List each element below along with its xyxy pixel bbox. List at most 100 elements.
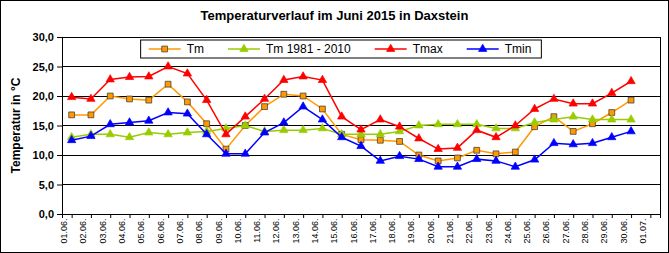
x-tick-label: 02.06. <box>78 219 88 244</box>
series-marker <box>415 154 423 161</box>
series-marker <box>397 139 403 145</box>
y-tick <box>57 155 62 156</box>
series-marker <box>492 132 500 139</box>
series-marker <box>69 112 75 118</box>
x-tick-group: 12.06. <box>271 214 284 244</box>
y-tick-label: 0,0 <box>39 208 54 220</box>
series-marker <box>280 118 288 125</box>
y-tick-group: 10,0 <box>33 149 62 161</box>
series-marker <box>608 115 616 122</box>
x-tick-label: 14.06. <box>310 219 320 244</box>
x-tick-label: 30.06. <box>619 219 629 244</box>
series-marker <box>357 141 365 148</box>
x-tick <box>535 214 536 218</box>
series-marker <box>106 120 114 127</box>
x-tick-group: 30.06. <box>619 214 632 244</box>
x-tick-label: 25.06. <box>522 219 532 244</box>
series-marker <box>203 95 211 102</box>
x-tick-group: 14.06. <box>310 214 323 244</box>
x-tick <box>400 214 401 218</box>
x-tick <box>149 214 150 218</box>
series-marker <box>628 97 634 103</box>
x-tick-group: 15.06. <box>329 214 342 244</box>
x-tick-group: 25.06. <box>522 214 535 244</box>
x-tick-label: 03.06. <box>98 219 108 244</box>
series-marker <box>377 137 383 143</box>
x-tick <box>303 214 304 218</box>
x-tick-group: 17.06. <box>368 214 381 244</box>
chart-border <box>1 1 669 253</box>
series-marker <box>627 115 635 122</box>
x-tick-label: 29.06. <box>599 219 609 244</box>
series-marker <box>395 122 403 129</box>
series-marker <box>511 121 519 128</box>
series-marker <box>145 116 153 123</box>
x-tick-group: 23.06. <box>484 214 497 244</box>
series-marker <box>608 88 616 95</box>
x-tick <box>226 214 227 218</box>
series-marker <box>376 130 384 137</box>
grid-line <box>62 155 660 156</box>
series-marker <box>262 104 268 110</box>
x-tick-label: 21.06. <box>445 219 455 244</box>
series-marker <box>434 144 442 151</box>
series-marker <box>183 128 191 135</box>
series-marker <box>453 120 461 127</box>
series-marker <box>530 104 538 111</box>
series-marker <box>338 132 346 139</box>
grid-line <box>62 96 660 97</box>
legend-marker <box>162 46 168 52</box>
x-tick <box>419 214 420 218</box>
series-marker <box>260 128 268 135</box>
x-tick-group: 01.07. <box>638 214 651 244</box>
x-tick <box>265 214 266 218</box>
y-tick-group: 15,0 <box>33 120 62 132</box>
x-tick-label: 12.06. <box>271 219 281 244</box>
series-marker <box>299 125 307 132</box>
x-tick-label: 20.06. <box>426 219 436 244</box>
x-tick-group: 10.06. <box>233 214 246 244</box>
series-marker <box>125 72 133 79</box>
x-tick-label: 18.06. <box>387 219 397 244</box>
x-tick-group: 28.06. <box>580 214 593 244</box>
series-marker <box>627 127 635 134</box>
x-tick-label: 22.06. <box>464 219 474 244</box>
series-marker <box>203 130 211 137</box>
series-marker <box>492 156 500 163</box>
x-tick <box>245 214 246 218</box>
legend-box <box>141 40 542 58</box>
x-tick <box>168 214 169 218</box>
grid-line <box>62 184 660 185</box>
series-marker <box>530 118 538 125</box>
x-tick-group: 05.06. <box>136 214 149 244</box>
x-axis-line <box>63 215 661 219</box>
x-tick <box>650 214 651 218</box>
series-marker <box>67 135 75 142</box>
series-marker <box>453 162 461 169</box>
x-tick-label: 15.06. <box>329 219 339 244</box>
series-marker <box>280 75 288 82</box>
series-marker <box>320 106 326 112</box>
x-tick-label: 17.06. <box>368 219 378 244</box>
x-tick-label: 28.06. <box>580 219 590 244</box>
series-marker <box>318 75 326 82</box>
x-tick-group: 18.06. <box>387 214 400 244</box>
x-tick-label: 11.06. <box>252 219 262 243</box>
x-tick <box>322 214 323 218</box>
y-tick-label: 10,0 <box>33 149 54 161</box>
y-tick-label: 5,0 <box>39 179 54 191</box>
x-tick <box>457 214 458 218</box>
x-tick-group: 09.06. <box>214 214 227 244</box>
x-tick <box>110 214 111 218</box>
x-tick-group: 04.06. <box>117 214 130 244</box>
x-tick <box>361 214 362 218</box>
series-marker <box>146 97 152 103</box>
series-marker <box>376 115 384 122</box>
series-marker <box>125 132 133 139</box>
series-marker <box>145 128 153 135</box>
y-tick-group: 0,0 <box>39 208 62 220</box>
x-tick <box>496 214 497 218</box>
y-tick <box>57 214 62 215</box>
x-tick-label: 04.06. <box>117 219 127 244</box>
series-marker <box>569 140 577 147</box>
